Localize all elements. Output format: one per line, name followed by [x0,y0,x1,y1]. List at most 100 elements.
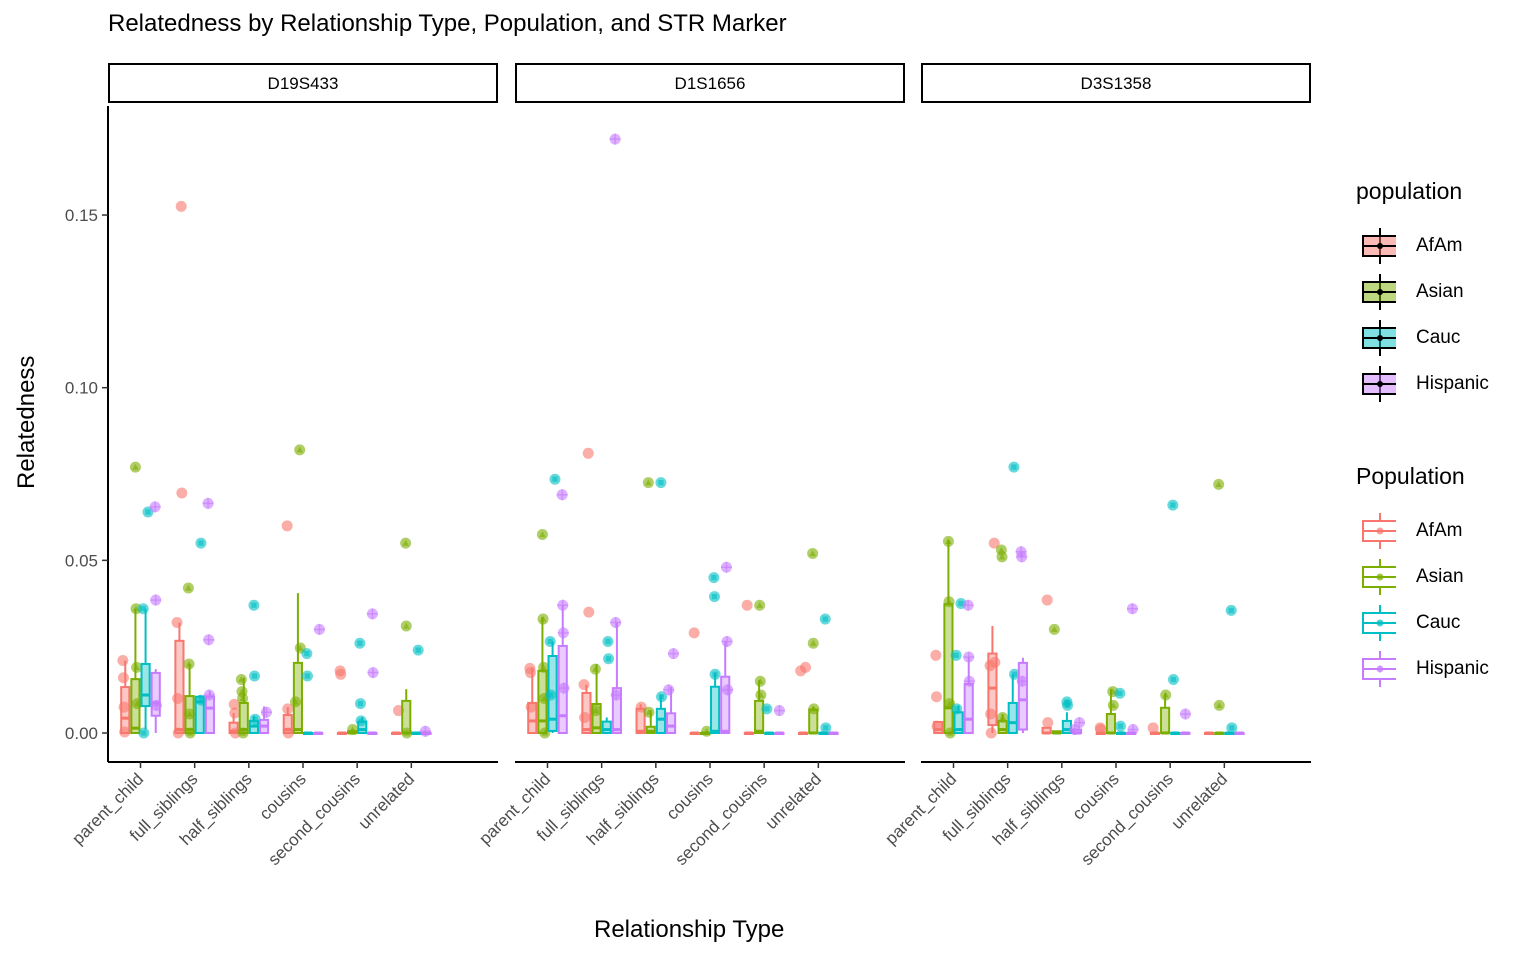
x-tick-label: cousins [663,769,717,823]
box-D19S433-cousins-AfAm [281,520,294,739]
box-D3S1358-full_siblings-Asian [995,544,1009,734]
box-D3S1358-unrelated-Hispanic [1234,731,1245,735]
box-D19S433-cousins-Hispanic [313,623,325,735]
box-D19S433-half_siblings-Cauc [248,599,261,734]
box-D1S1656-unrelated-AfAm [795,661,811,735]
point-marker [525,701,537,713]
point-marker [579,711,591,723]
box-D1S1656-second_cousins-Hispanic [773,705,785,735]
box-D3S1358-unrelated-Asian [1213,478,1225,735]
box-body [655,707,666,734]
point-marker [582,447,594,459]
box-D1S1656-second_cousins-AfAm [741,599,754,735]
y-tick-label: 0.00 [65,724,98,743]
box-D19S433-full_siblings-Cauc [194,537,208,735]
legend-label: Cauc [1416,327,1461,348]
box-body [611,687,622,735]
y-tick-label: 0.10 [65,379,98,398]
box-D1S1656-full_siblings-Asian [589,663,602,735]
box-D1S1656-unrelated-Cauc [818,613,832,735]
point-marker [171,617,183,629]
box-body [1160,706,1171,734]
box-D1S1656-parent_child-Asian [536,528,551,739]
box-body [943,603,954,735]
point-marker [985,727,997,739]
legend-item-Hispanic: Hispanic [1356,649,1536,689]
box-D3S1358-full_siblings-Hispanic [1015,546,1028,733]
point-marker [282,727,294,739]
point-marker [228,698,240,710]
x-tick-label: unrelated [762,769,826,833]
box-D1S1656-cousins-Hispanic [720,561,734,735]
point-marker [795,665,807,677]
point-marker [583,606,595,618]
legend-item-Asian: Asian [1356,557,1536,597]
box-D19S433-second_cousins-Cauc [354,637,368,735]
point-marker [335,668,347,680]
point-marker [117,654,129,666]
legend-label: AfAm [1416,235,1463,256]
box-D19S433-second_cousins-Hispanic [366,608,379,735]
box-D3S1358-cousins-AfAm [1094,722,1107,736]
box-D1S1656-cousins-Cauc [708,572,721,734]
legend-key-icon [1362,228,1396,264]
box-D1S1656-parent_child-Cauc [544,473,561,733]
box-D19S433-unrelated-Hispanic [419,725,432,737]
point-marker [1376,527,1384,535]
box-D3S1358-half_siblings-Hispanic [1069,717,1085,736]
box-D3S1358-half_siblings-Cauc [1061,696,1074,734]
legend-item-AfAm: AfAm [1356,511,1536,551]
box-body [601,720,612,735]
point-marker [985,708,997,720]
legend-item-Hispanic: Hispanic [1356,364,1536,404]
point-marker [281,520,293,532]
x-tick-label: unrelated [355,769,419,833]
box-D1S1656-unrelated-Hispanic [828,731,839,735]
legend-title: population [1356,178,1463,204]
box-D19S433-unrelated-Cauc [411,644,424,735]
box-D19S433-cousins-Cauc [301,648,314,735]
box-D1S1656-cousins-AfAm [688,627,700,735]
box-D19S433-parent_child-AfAm [117,654,131,738]
box-D19S433-full_siblings-Asian [182,582,196,739]
box-body [666,712,677,734]
box-D1S1656-full_siblings-AfAm [578,447,595,734]
box-D1S1656-full_siblings-Cauc [601,635,615,735]
box-D19S433-half_siblings-Hispanic [259,706,272,735]
legend-label: Hispanic [1416,658,1489,679]
box-D19S433-full_siblings-AfAm [171,200,188,739]
box-D1S1656-half_siblings-AfAm [635,701,647,734]
box-body [140,662,151,708]
box-D19S433-parent_child-Cauc [137,506,154,739]
box-D1S1656-cousins-Asian [699,725,713,737]
legend-key-icon [1362,559,1396,595]
point-marker [117,672,129,684]
box-body [591,702,602,735]
box-body [754,699,765,734]
point-marker [635,701,647,713]
box-body [1017,661,1028,731]
point-marker [578,679,590,691]
y-tick-label: 0.15 [65,206,98,225]
legend-title: Population [1356,463,1465,489]
legend-item-Cauc: Cauc [1356,603,1536,643]
box-D19S433-unrelated-Asian [400,537,413,739]
box-D1S1656-parent_child-Hispanic [556,489,570,734]
box-D3S1358-full_siblings-AfAm [984,537,1001,739]
legend-item-AfAm: AfAm [1356,226,1536,266]
box-body [174,639,185,734]
box-D3S1358-second_cousins-Cauc [1167,499,1181,735]
box-body [720,675,731,735]
box-D19S433-second_cousins-AfAm [334,665,347,735]
point-marker [118,701,130,713]
box-D3S1358-parent_child-Asian [942,535,956,739]
box-D3S1358-half_siblings-Asian [1048,623,1062,735]
box-D3S1358-unrelated-AfAm [1204,731,1215,735]
box-D3S1358-parent_child-AfAm [930,649,944,734]
box-D19S433-parent_child-Asian [129,461,143,734]
legend-label: Hispanic [1416,373,1489,394]
box-D19S433-full_siblings-Hispanic [202,497,215,735]
box-D19S433-half_siblings-Asian [235,673,249,739]
point-marker [930,691,942,703]
